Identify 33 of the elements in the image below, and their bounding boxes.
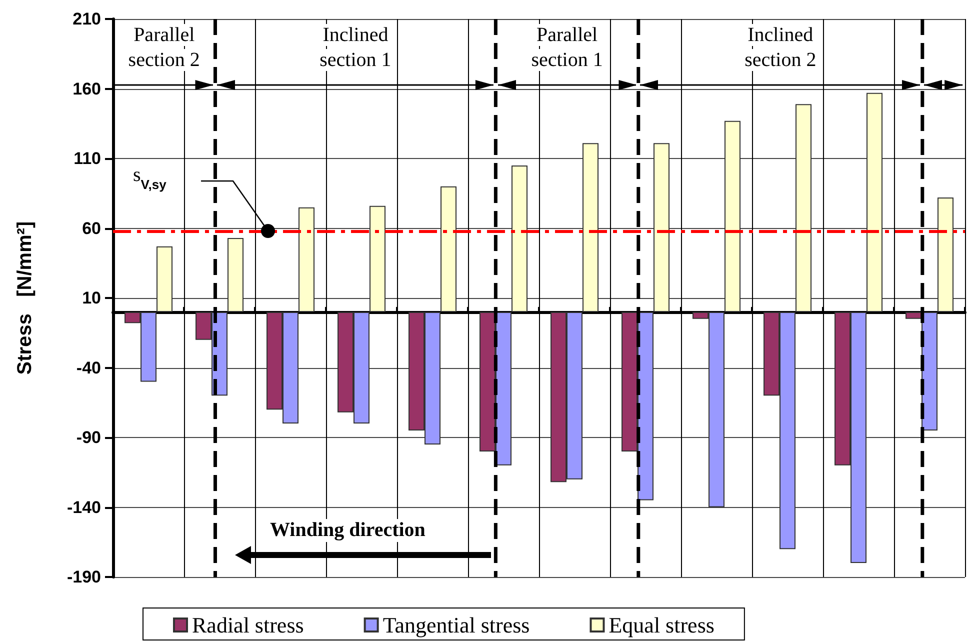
bar <box>796 104 812 312</box>
annotation: Inclined section 2 <box>744 24 816 71</box>
legend-label: Tangential stress <box>382 612 530 638</box>
bar <box>724 120 740 312</box>
y-tick-label: 60 <box>82 218 101 238</box>
y-tick-label: -140 <box>66 498 101 517</box>
bar <box>866 92 882 312</box>
y-tick-label: -40 <box>76 358 101 378</box>
bar <box>228 238 244 312</box>
annotation: Inclined section 1 <box>320 24 392 71</box>
y-tick-label: 10 <box>82 288 101 308</box>
bar <box>370 206 386 312</box>
bar <box>512 165 528 312</box>
bar <box>298 207 314 312</box>
annotation: Parallel section 1 <box>531 24 603 71</box>
bar <box>582 143 598 312</box>
bar <box>654 143 670 312</box>
annotation: Parallel section 2 <box>128 24 200 71</box>
annotation: Winding direction <box>270 519 426 542</box>
bar <box>938 198 954 312</box>
legend-label: Equal stress <box>608 612 714 638</box>
bar <box>922 312 938 431</box>
bar <box>156 246 172 312</box>
y-tick-label: 210 <box>72 10 101 28</box>
legend-label: Radial stress <box>192 612 304 638</box>
y-tick-label: -190 <box>66 568 101 586</box>
y-axis-title: Stress [N/mm²] <box>14 221 36 375</box>
y-tick-label: -90 <box>76 428 101 447</box>
ref-line-label: s$_{V,sy}$ <box>133 164 168 192</box>
y-tick-label: 160 <box>72 79 101 98</box>
bar <box>906 312 922 319</box>
y-tick-label: 110 <box>74 149 101 168</box>
bar <box>440 186 456 312</box>
